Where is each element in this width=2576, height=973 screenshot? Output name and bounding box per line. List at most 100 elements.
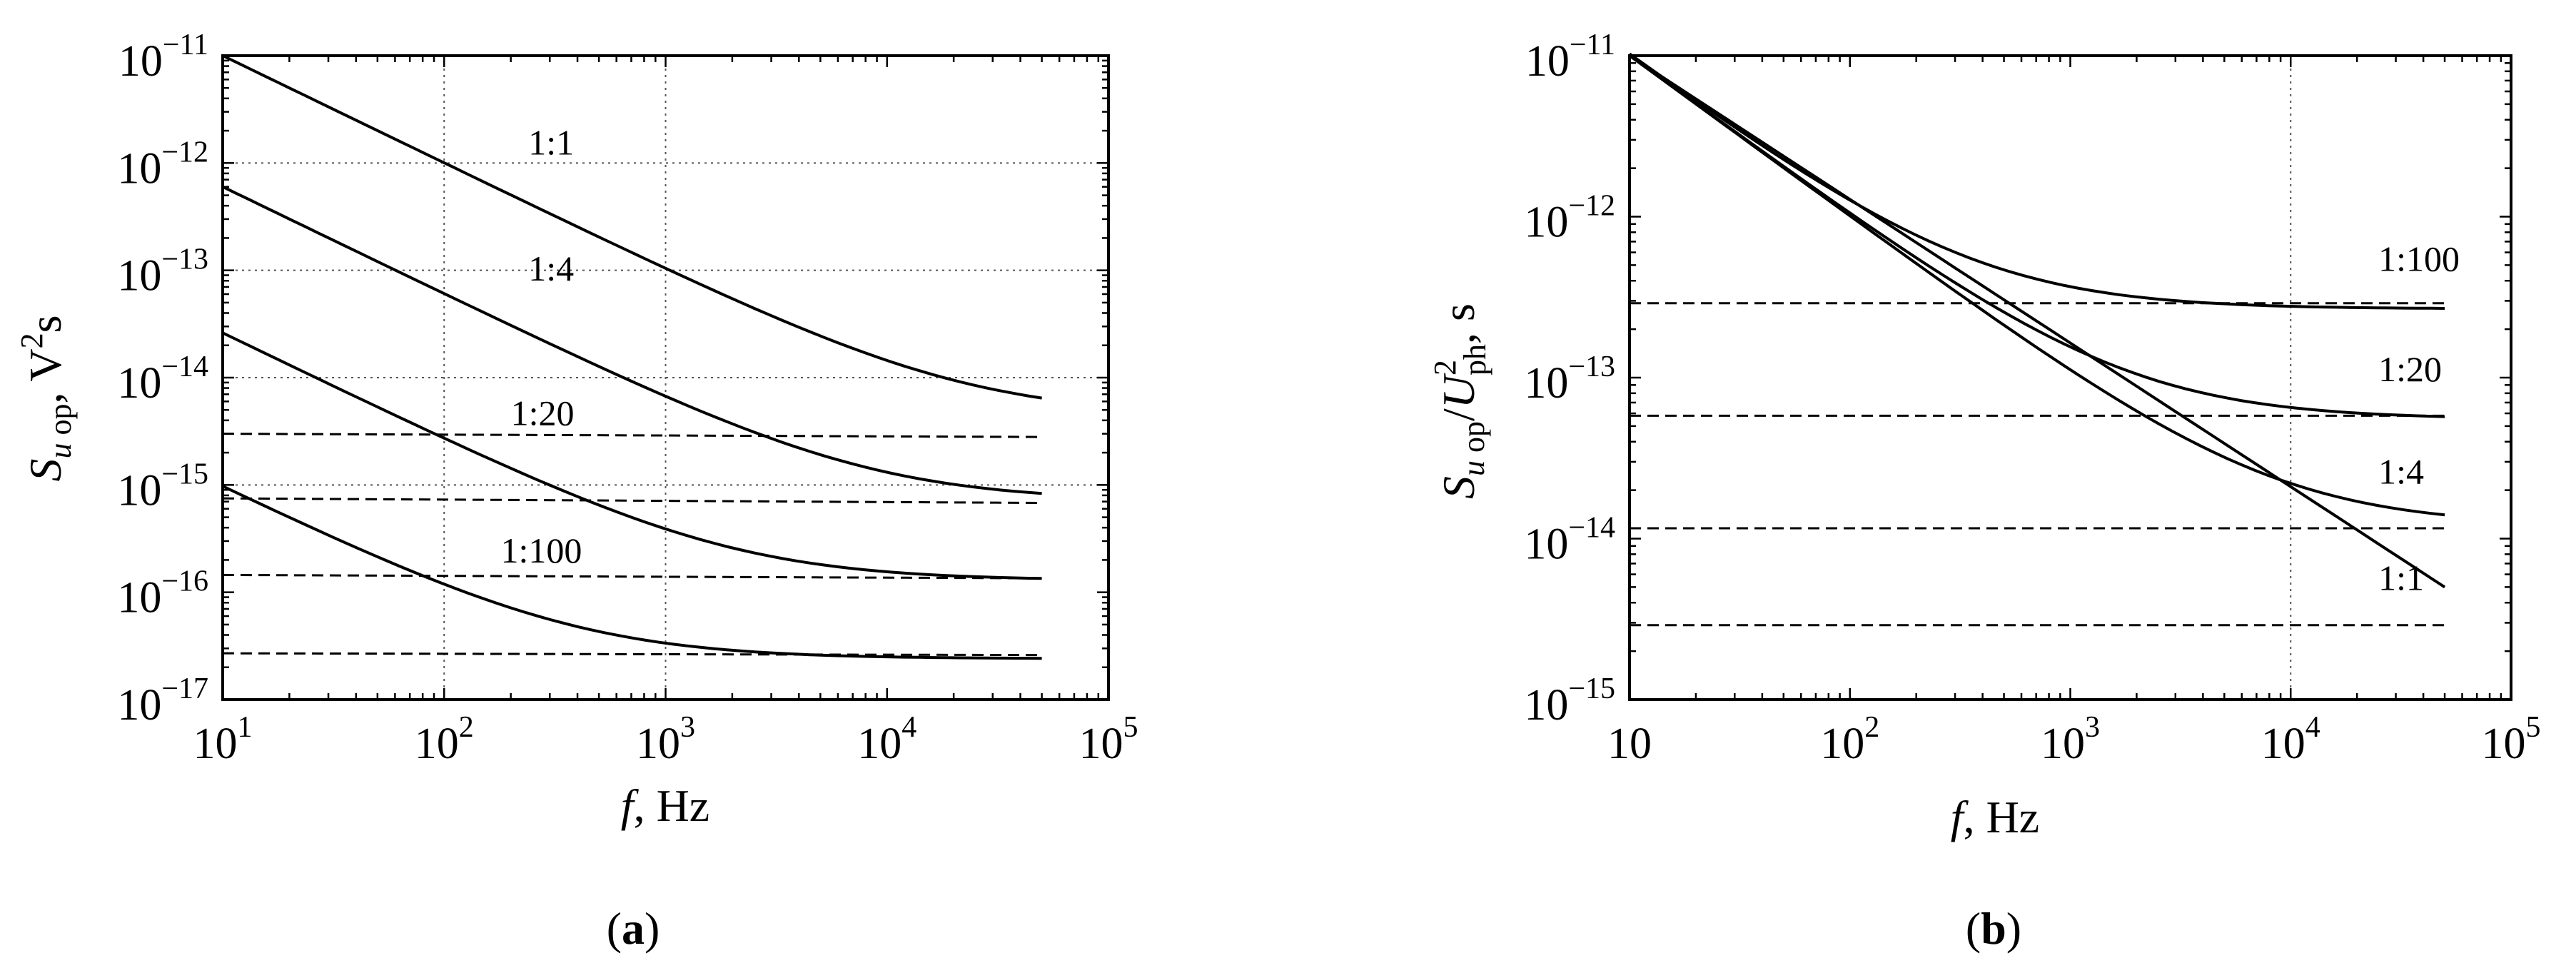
x-tick-label: 102 (415, 711, 474, 768)
tick-exponent: −11 (1570, 29, 1615, 61)
tick-base: 10 (636, 720, 680, 768)
tick-exponent: −11 (163, 29, 208, 61)
dashed-asymptote-line (222, 497, 1042, 505)
x-tick-label: 10 (1607, 720, 1652, 768)
caption-close: ) (2006, 903, 2021, 954)
tick-exponent: 1 (238, 711, 253, 744)
panel-b-x-label: f, Hz (1951, 792, 2039, 842)
x-tick-label: 105 (2482, 711, 2541, 768)
y-tick-label: 10−11 (1525, 29, 1615, 86)
y-tick-label: 10−13 (117, 243, 208, 301)
curve-label-1-20: 1:20 (2378, 349, 2442, 389)
y-label-symbol: S (20, 458, 71, 481)
caption-letter: b (1981, 903, 2006, 954)
tick-base: 10 (2041, 720, 2085, 768)
x-tick-label: 102 (1820, 711, 1879, 768)
tick-exponent: −12 (1568, 190, 1615, 223)
y-label-sub-ph: ph (1458, 344, 1492, 375)
tick-base: 10 (117, 574, 161, 622)
panel-a-y-label: Su op, V2s (14, 316, 78, 482)
y-label-symbol-2: U (1433, 373, 1484, 408)
tick-exponent: 5 (1123, 711, 1138, 744)
tick-exponent: −13 (1568, 351, 1615, 383)
tick-base: 10 (1524, 520, 1568, 569)
series-line-1-100 (222, 485, 1042, 660)
y-tick-label: 10−11 (118, 29, 208, 86)
tick-exponent: −17 (161, 672, 208, 705)
x-tick-label: 105 (1079, 711, 1138, 768)
tick-base: 10 (2261, 720, 2305, 768)
y-label-subscript-u: u (1456, 460, 1491, 476)
tick-base: 10 (1524, 359, 1568, 408)
y-tick-label: 10−15 (1524, 672, 1615, 730)
panel-a: f, Hz Su op, V2s (a) 101 102 103 104 10510−1… (14, 29, 1138, 954)
tick-exponent: −12 (161, 136, 208, 168)
dashed-asymptote-line (222, 573, 1042, 580)
caption-letter: a (622, 903, 645, 954)
y-label-subscript: op (43, 403, 78, 443)
tick-base: 10 (857, 720, 901, 768)
y-tick-label: 10−13 (1524, 351, 1615, 408)
x-tick-label: 101 (193, 711, 253, 768)
tick-base: 10 (118, 37, 163, 86)
y-tick-label: 10−17 (117, 672, 208, 730)
panel-a-caption: (a) (607, 903, 660, 954)
tick-base: 10 (2482, 720, 2526, 768)
tick-exponent: −13 (161, 243, 208, 276)
y-tick-label: 10−14 (1524, 512, 1615, 569)
y-label-symbol: S (1433, 476, 1484, 499)
tick-base: 10 (117, 144, 161, 193)
tick-base: 10 (117, 252, 161, 301)
y-label-unit-tail: s (20, 316, 71, 333)
y-tick-label: 10−12 (117, 136, 208, 193)
y-label-subscript-u: u (43, 443, 78, 458)
panel-b-caption: (b) (1966, 903, 2021, 954)
tick-base: 10 (1525, 37, 1570, 86)
panel-b: f, Hz Su op/U2ph, s (b) 10 102 103 104 10510… (1428, 29, 2541, 954)
tick-exponent: −14 (161, 351, 208, 383)
caption-open: ( (1966, 903, 1981, 954)
tick-exponent: 4 (901, 711, 916, 744)
series-line-1-20 (222, 331, 1042, 580)
dashed-asymptote-line (222, 433, 1042, 438)
y-tick-label: 10−16 (117, 565, 208, 622)
tick-exponent: 5 (2526, 711, 2541, 744)
tick-base: 10 (415, 720, 459, 768)
curve-label-1-4: 1:4 (2378, 451, 2424, 491)
tick-exponent: −16 (161, 565, 208, 598)
tick-base: 10 (1524, 198, 1568, 247)
plot-frame (221, 54, 1110, 701)
tick-exponent: 2 (1864, 711, 1879, 744)
series-line-1-4 (222, 185, 1042, 495)
tick-base: 10 (117, 359, 161, 408)
y-label-unit: , s (1433, 303, 1484, 344)
plot-frame (1628, 54, 2512, 701)
tick-base: 10 (117, 681, 161, 730)
dashed-asymptote-line (222, 652, 1042, 657)
tick-exponent: −15 (1568, 672, 1615, 705)
x-tick-label: 103 (636, 711, 695, 768)
curve-label-1-1: 1:1 (2378, 558, 2424, 598)
y-label-sup: 2 (1428, 360, 1463, 375)
series-line-1-20 (1628, 54, 2445, 418)
tick-base: 10 (117, 466, 161, 515)
tick-base: 10 (1820, 720, 1864, 768)
tick-exponent: 3 (2085, 711, 2100, 744)
x-label-unit: , Hz (1964, 792, 2040, 842)
x-tick-label: 103 (2041, 711, 2100, 768)
y-label-slash: / (1433, 408, 1484, 421)
y-tick-label: 10−12 (1524, 190, 1615, 247)
x-tick-label: 104 (2261, 711, 2320, 768)
tick-base: 10 (193, 720, 238, 768)
curve-label-1-100: 1:100 (2378, 239, 2460, 279)
y-label-unit-sup: 2 (14, 333, 49, 348)
tick-base: 10 (1079, 720, 1123, 768)
tick-exponent: 4 (2305, 711, 2320, 744)
tick-exponent: −15 (161, 458, 208, 490)
caption-close: ) (645, 903, 660, 954)
tick-exponent: −14 (1568, 512, 1615, 545)
y-label-unit: , V (20, 348, 71, 403)
tick-base: 10 (1524, 681, 1568, 730)
y-tick-label: 10−14 (117, 351, 208, 408)
